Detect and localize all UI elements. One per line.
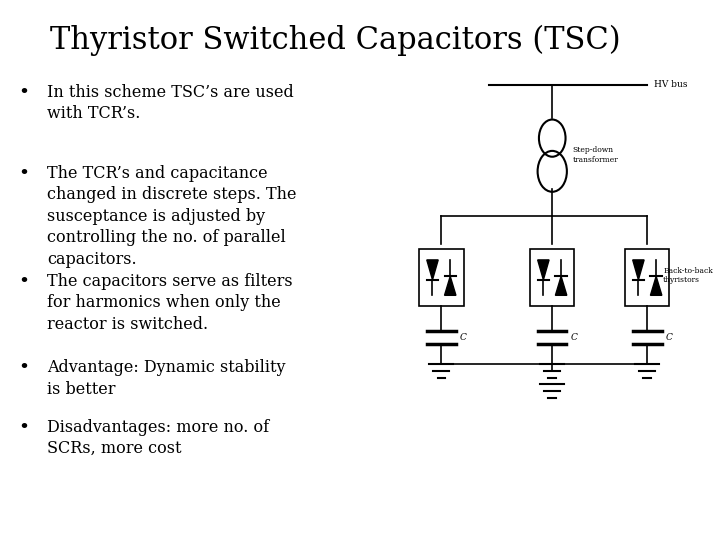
Text: C: C xyxy=(459,333,467,342)
Text: C: C xyxy=(665,333,672,342)
Text: Disadvantages: more no. of
SCRs, more cost: Disadvantages: more no. of SCRs, more co… xyxy=(47,418,269,457)
Text: •: • xyxy=(18,273,29,291)
Text: The capacitors serve as filters
for harmonics when only the
reactor is switched.: The capacitors serve as filters for harm… xyxy=(47,273,292,333)
Text: •: • xyxy=(18,359,29,377)
Bar xyxy=(625,249,670,306)
Text: •: • xyxy=(18,418,29,436)
Text: HV bus: HV bus xyxy=(654,80,687,90)
Polygon shape xyxy=(538,260,549,280)
Polygon shape xyxy=(650,276,662,295)
Text: Step-down
transformer: Step-down transformer xyxy=(573,146,618,164)
Text: C: C xyxy=(570,333,577,342)
Bar xyxy=(530,249,575,306)
Text: •: • xyxy=(18,165,29,183)
Polygon shape xyxy=(555,276,567,295)
Polygon shape xyxy=(427,260,438,280)
Text: Thyristor Switched Capacitors (TSC): Thyristor Switched Capacitors (TSC) xyxy=(50,24,621,56)
Polygon shape xyxy=(633,260,644,280)
Text: Back-to-back
thyristors: Back-to-back thyristors xyxy=(663,267,713,284)
Bar xyxy=(419,249,464,306)
Polygon shape xyxy=(444,276,456,295)
Text: Advantage: Dynamic stability
is better: Advantage: Dynamic stability is better xyxy=(47,359,285,397)
Text: •: • xyxy=(18,84,29,102)
Text: In this scheme TSC’s are used
with TCR’s.: In this scheme TSC’s are used with TCR’s… xyxy=(47,84,294,122)
Text: The TCR’s and capacitance
changed in discrete steps. The
susceptance is adjusted: The TCR’s and capacitance changed in dis… xyxy=(47,165,297,268)
